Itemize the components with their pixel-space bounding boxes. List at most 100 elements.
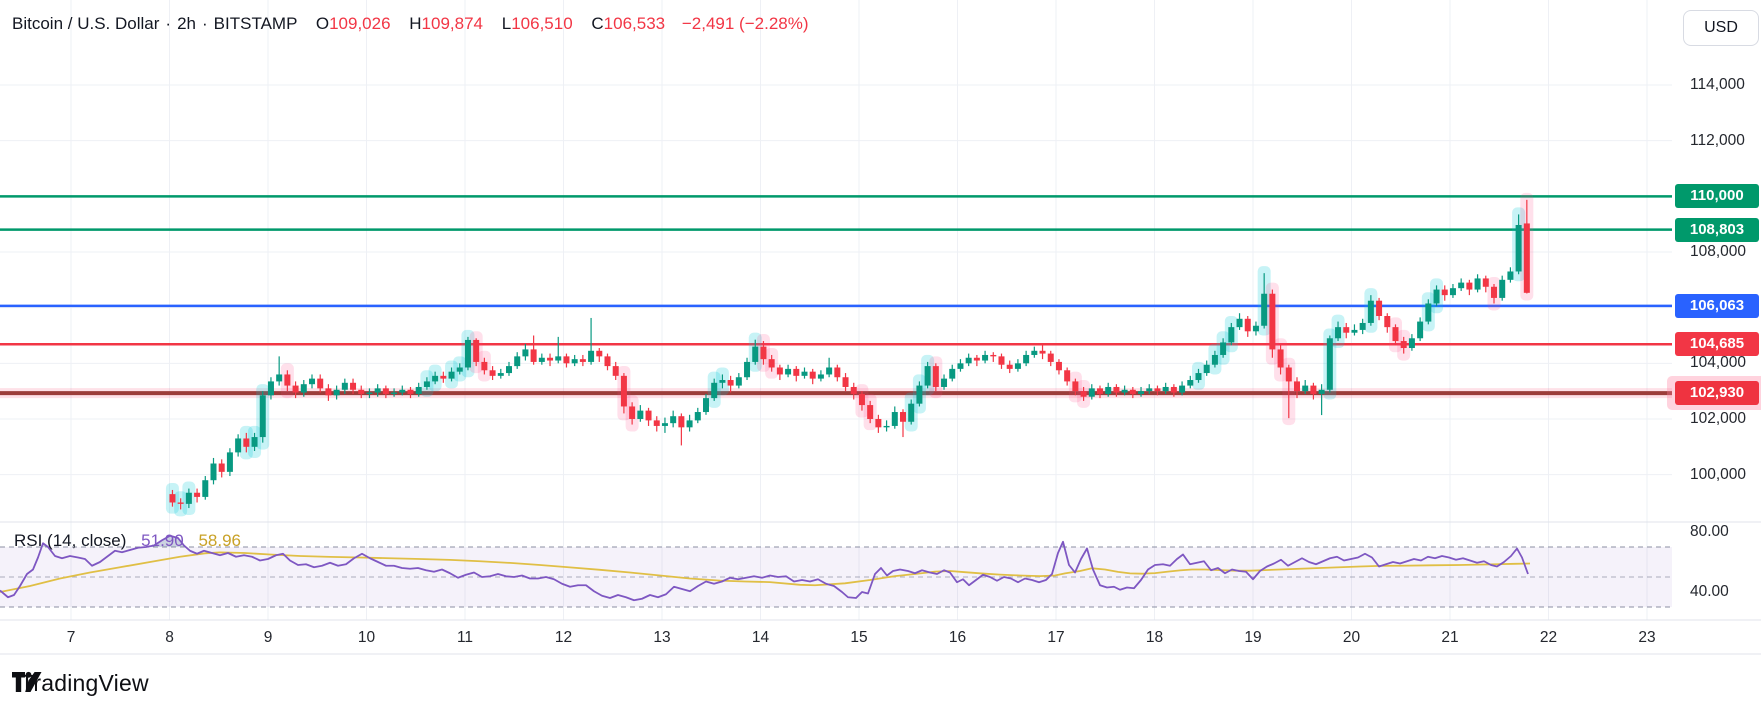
candle-body — [169, 494, 176, 503]
candle-body — [1326, 338, 1333, 390]
candle-body — [547, 357, 554, 361]
candle-body — [1523, 223, 1530, 293]
candle-body — [276, 374, 283, 382]
candle-body — [1179, 385, 1186, 393]
candle-body — [1154, 388, 1161, 392]
candle-body — [366, 392, 373, 394]
interval-label[interactable]: 2h — [177, 14, 196, 33]
candle-body — [1055, 361, 1062, 371]
candle-body — [965, 357, 972, 364]
candle-body — [916, 385, 923, 404]
candle-body — [1195, 373, 1202, 381]
candle-body — [530, 349, 537, 362]
close-value: 106,533 — [603, 14, 666, 33]
candle-body — [1351, 329, 1358, 333]
candle-body — [941, 378, 948, 387]
candle-body — [1121, 389, 1128, 393]
candle-body — [440, 375, 447, 379]
high-label: H109,874 — [409, 14, 483, 33]
date-axis-label: 17 — [1047, 629, 1065, 646]
low-label: L106,510 — [501, 14, 573, 33]
candle-body — [1088, 388, 1095, 397]
candle-body — [1064, 370, 1071, 382]
candle-body — [785, 368, 792, 375]
rsi-indicator-label[interactable]: RSI (14, close) 51.90 58.96 — [14, 531, 241, 551]
candle-body — [809, 371, 816, 379]
candle-body — [1236, 318, 1243, 328]
candle-body — [358, 389, 365, 394]
candle-body — [990, 354, 997, 357]
symbol-header: Bitcoin / U.S. Dollar · 2h · BITSTAMP O109,0… — [12, 14, 809, 33]
candle-body — [620, 375, 627, 407]
candle-body — [1417, 321, 1424, 339]
candle-body — [489, 370, 496, 376]
candle-body — [801, 371, 808, 376]
candle-body — [629, 406, 636, 419]
candle-body — [653, 420, 660, 426]
candle-body — [719, 380, 726, 383]
candle-body — [300, 384, 307, 393]
candle-body — [202, 480, 209, 497]
date-axis-label: 18 — [1145, 629, 1164, 646]
candle-body — [1384, 316, 1391, 328]
date-axis-label: 23 — [1638, 629, 1656, 646]
candle-body — [1507, 271, 1514, 280]
candle-body — [448, 371, 455, 379]
date-axis-label: 13 — [653, 629, 671, 646]
price-axis-label: 102,000 — [1690, 409, 1747, 427]
candle-body — [555, 356, 562, 361]
candle-body — [1515, 224, 1522, 272]
candle-body — [1392, 327, 1399, 342]
candle-body — [251, 437, 258, 447]
candle-body — [226, 452, 233, 472]
rsi-axis-label: 40.00 — [1690, 583, 1729, 600]
price-axis-label: 114,000 — [1690, 76, 1745, 93]
candle-body — [1335, 327, 1342, 339]
date-axis-label: 8 — [165, 629, 174, 646]
candle-body — [686, 420, 693, 428]
candle-body — [407, 389, 414, 394]
date-axis-label: 10 — [357, 629, 376, 646]
candle-body — [1211, 354, 1218, 365]
price-axis-label: 104,000 — [1690, 354, 1747, 372]
candle-body — [891, 412, 898, 426]
candle-body — [259, 395, 266, 438]
candle-body — [661, 423, 668, 426]
exchange-label[interactable]: BITSTAMP — [213, 14, 298, 33]
candle-body — [464, 339, 471, 368]
date-axis-label: 15 — [850, 629, 868, 646]
symbol-name[interactable]: Bitcoin / U.S. Dollar — [12, 14, 160, 33]
candle-body — [505, 366, 512, 374]
candle-body — [571, 359, 578, 364]
price-axis-label: 112,000 — [1690, 131, 1745, 149]
candle-body — [760, 346, 767, 360]
candle-body — [497, 373, 504, 376]
candle-body — [817, 374, 824, 379]
tradingview-attribution[interactable]: TradingView — [12, 670, 149, 697]
candle-body — [1220, 342, 1227, 355]
candle-body — [1031, 350, 1038, 355]
candle-body — [391, 392, 398, 394]
candle-body — [267, 381, 274, 396]
currency-toggle-button[interactable]: USD — [1683, 10, 1759, 46]
level-price-badge: 104,685 — [1675, 332, 1759, 357]
candle-body — [957, 363, 964, 369]
candle-body — [415, 386, 422, 394]
candle-body — [1170, 386, 1177, 393]
candle-body — [1318, 389, 1325, 394]
candle-body — [1129, 389, 1136, 394]
candle-body — [1261, 293, 1268, 326]
date-axis-label: 21 — [1441, 629, 1459, 646]
open-value: 109,026 — [329, 14, 391, 33]
candle-body — [752, 346, 759, 362]
date-axis-label: 16 — [948, 629, 967, 646]
candle-body — [1244, 318, 1251, 332]
candle-body — [612, 366, 619, 376]
candle-body — [1187, 380, 1194, 386]
candle-body — [604, 356, 611, 367]
candle-body — [727, 380, 734, 386]
date-axis-label: 14 — [751, 629, 770, 646]
candle-body — [1105, 386, 1112, 394]
